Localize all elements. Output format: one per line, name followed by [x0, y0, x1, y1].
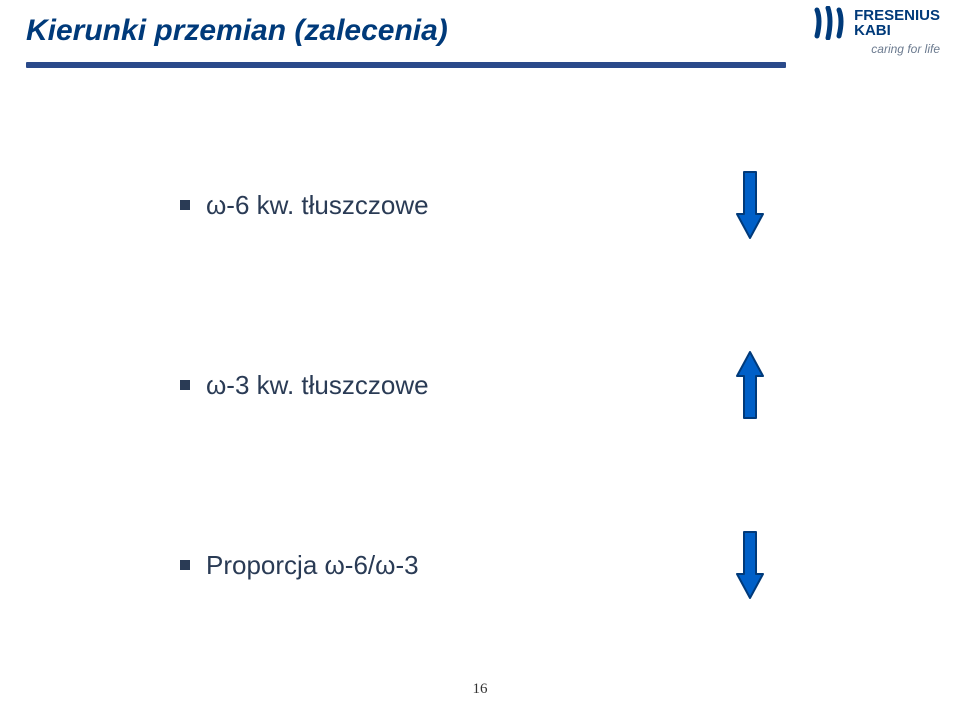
bullet-text: ω-3 kw. tłuszczowe	[206, 370, 720, 401]
bullet-marker	[180, 560, 190, 570]
list-item: ω-6 kw. tłuszczowe	[180, 170, 780, 240]
bullet-marker	[180, 200, 190, 210]
bullet-marker	[180, 380, 190, 390]
bullet-list: ω-6 kw. tłuszczowe ω-3 kw. tłuszczowe Pr…	[180, 170, 780, 710]
page-number: 16	[0, 681, 960, 698]
logo-waves-icon	[814, 6, 848, 40]
bullet-text: ω-6 kw. tłuszczowe	[206, 190, 720, 221]
title-underline	[26, 62, 786, 68]
logo-line2: KABI	[854, 23, 940, 38]
arrow-down-icon	[720, 530, 780, 600]
arrow-down-icon	[720, 170, 780, 240]
arrow-up-icon	[720, 350, 780, 420]
brand-logo: FRESENIUS KABI caring for life	[814, 6, 940, 56]
list-item: Proporcja ω-6/ω-3	[180, 530, 780, 600]
list-item: ω-3 kw. tłuszczowe	[180, 350, 780, 420]
logo-line1: FRESENIUS	[854, 8, 940, 23]
slide-title: Kierunki przemian (zalecenia)	[26, 14, 448, 48]
logo-tagline: caring for life	[871, 42, 940, 56]
bullet-text: Proporcja ω-6/ω-3	[206, 550, 720, 581]
